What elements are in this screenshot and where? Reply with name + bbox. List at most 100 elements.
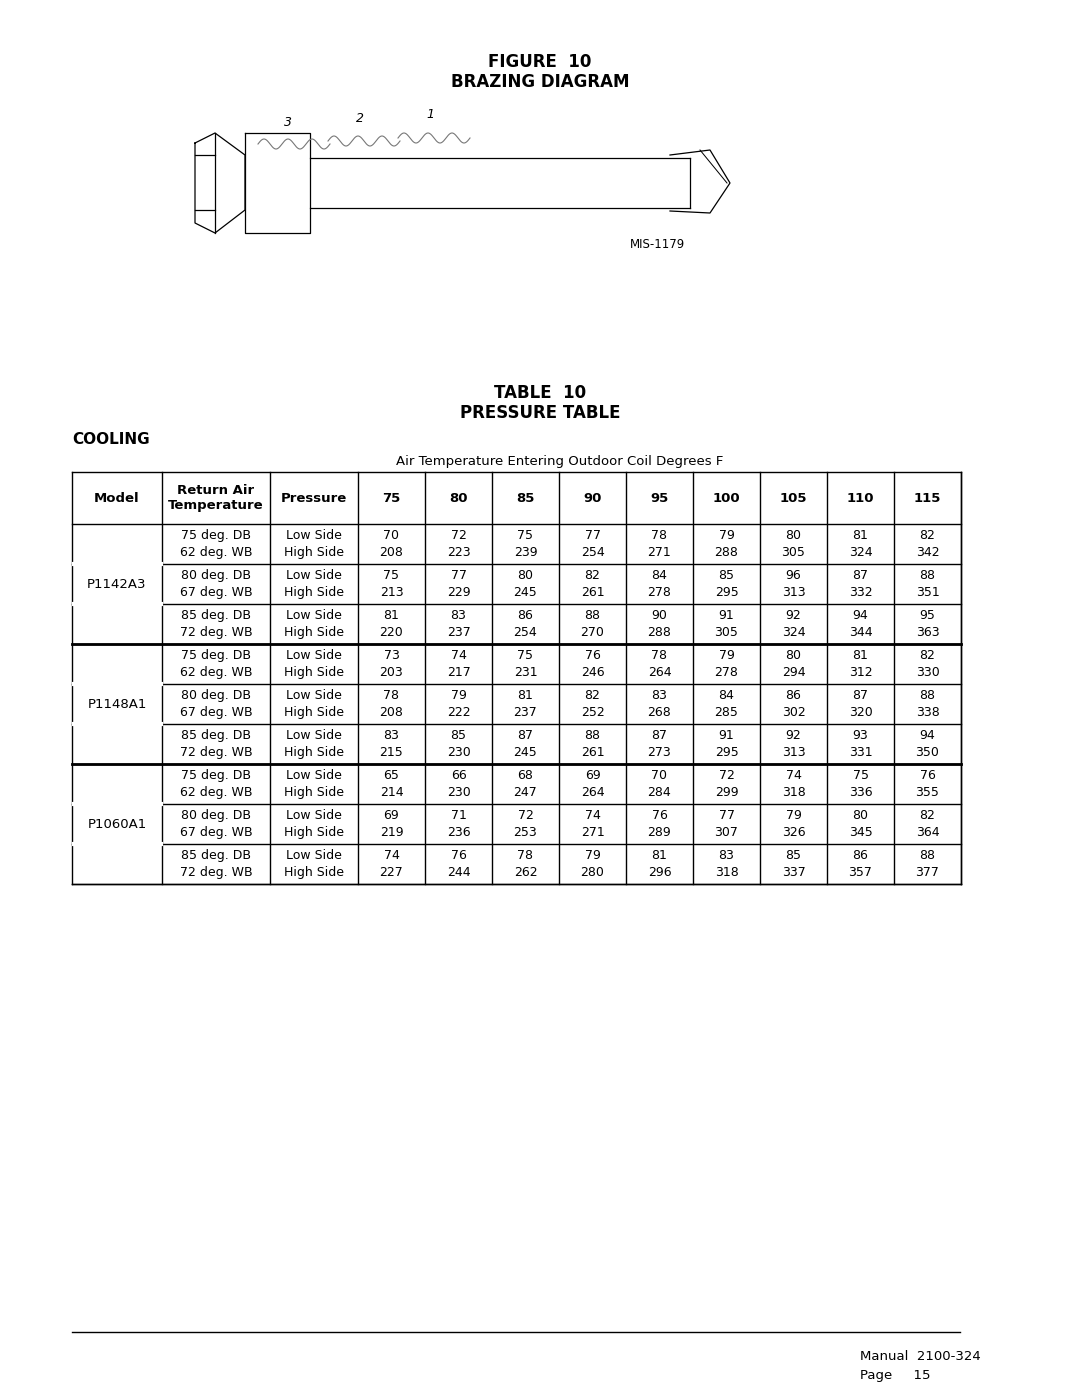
- Text: P1060A1: P1060A1: [87, 817, 147, 830]
- Text: 75
231: 75 231: [514, 650, 538, 679]
- Text: 81
220: 81 220: [380, 609, 403, 638]
- Text: 88
351: 88 351: [916, 569, 940, 599]
- Text: 2: 2: [356, 112, 364, 124]
- Text: 75 deg. DB
62 deg. WB: 75 deg. DB 62 deg. WB: [179, 768, 253, 799]
- Text: 83
215: 83 215: [380, 729, 403, 759]
- Text: 82
330: 82 330: [916, 650, 940, 679]
- Text: 90
288: 90 288: [648, 609, 672, 638]
- Text: 72
299: 72 299: [715, 768, 739, 799]
- Text: 75
336: 75 336: [849, 768, 873, 799]
- Text: Low Side
High Side: Low Side High Side: [284, 768, 345, 799]
- Text: 80 deg. DB
67 deg. WB: 80 deg. DB 67 deg. WB: [179, 569, 253, 599]
- Text: 88
377: 88 377: [916, 849, 940, 879]
- Text: COOLING: COOLING: [72, 433, 150, 447]
- Text: 66
230: 66 230: [447, 768, 471, 799]
- Text: 68
247: 68 247: [514, 768, 538, 799]
- Text: 87
273: 87 273: [648, 729, 672, 759]
- Text: 95
363: 95 363: [916, 609, 940, 638]
- Text: 78
262: 78 262: [514, 849, 538, 879]
- Text: 92
324: 92 324: [782, 609, 806, 638]
- Text: 110: 110: [847, 492, 874, 504]
- Text: 77
229: 77 229: [447, 569, 470, 599]
- Text: 86
302: 86 302: [782, 689, 806, 719]
- Text: 75
239: 75 239: [514, 529, 538, 559]
- Text: 74
217: 74 217: [447, 650, 471, 679]
- Text: 76
244: 76 244: [447, 849, 470, 879]
- Text: 85 deg. DB
72 deg. WB: 85 deg. DB 72 deg. WB: [179, 729, 253, 759]
- Text: 76
289: 76 289: [648, 809, 672, 840]
- Text: 78
271: 78 271: [648, 529, 672, 559]
- Text: 83
237: 83 237: [447, 609, 471, 638]
- Text: Low Side
High Side: Low Side High Side: [284, 809, 345, 840]
- Text: Pressure: Pressure: [281, 492, 347, 504]
- Text: 69
264: 69 264: [581, 768, 605, 799]
- Text: 85
295: 85 295: [715, 569, 739, 599]
- Text: 79
326: 79 326: [782, 809, 806, 840]
- Text: 115: 115: [914, 492, 941, 504]
- Text: 95: 95: [650, 492, 669, 504]
- Text: BRAZING DIAGRAM: BRAZING DIAGRAM: [450, 73, 630, 91]
- Text: 85 deg. DB
72 deg. WB: 85 deg. DB 72 deg. WB: [179, 849, 253, 879]
- Text: 75 deg. DB
62 deg. WB: 75 deg. DB 62 deg. WB: [179, 650, 253, 679]
- Text: 105: 105: [780, 492, 807, 504]
- Text: 75 deg. DB
62 deg. WB: 75 deg. DB 62 deg. WB: [179, 529, 253, 559]
- Text: P1142A3: P1142A3: [87, 577, 147, 591]
- Text: 65
214: 65 214: [380, 768, 403, 799]
- Text: 87
320: 87 320: [849, 689, 873, 719]
- Text: 80
294: 80 294: [782, 650, 806, 679]
- Text: 75
213: 75 213: [380, 569, 403, 599]
- Text: Low Side
High Side: Low Side High Side: [284, 650, 345, 679]
- Text: 78
264: 78 264: [648, 650, 672, 679]
- Text: 74
271: 74 271: [581, 809, 605, 840]
- Text: 75: 75: [382, 492, 401, 504]
- Text: 85: 85: [516, 492, 535, 504]
- Text: 76
355: 76 355: [916, 768, 940, 799]
- Text: 80
245: 80 245: [514, 569, 538, 599]
- Text: FIGURE  10: FIGURE 10: [488, 53, 592, 71]
- Text: 72
223: 72 223: [447, 529, 470, 559]
- Text: 80
345: 80 345: [849, 809, 873, 840]
- Text: 82
342: 82 342: [916, 529, 940, 559]
- Text: 91
305: 91 305: [715, 609, 739, 638]
- Text: Air Temperature Entering Outdoor Coil Degrees F: Air Temperature Entering Outdoor Coil De…: [396, 455, 724, 468]
- Text: 88
270: 88 270: [581, 609, 605, 638]
- Text: 96
313: 96 313: [782, 569, 806, 599]
- Text: 88
338: 88 338: [916, 689, 940, 719]
- Text: Low Side
High Side: Low Side High Side: [284, 529, 345, 559]
- Text: 70
284: 70 284: [648, 768, 672, 799]
- Text: 86
357: 86 357: [849, 849, 873, 879]
- Text: 80: 80: [449, 492, 468, 504]
- Text: 80 deg. DB
67 deg. WB: 80 deg. DB 67 deg. WB: [179, 689, 253, 719]
- Text: 87
332: 87 332: [849, 569, 873, 599]
- Text: 100: 100: [713, 492, 740, 504]
- Text: 81
237: 81 237: [514, 689, 538, 719]
- Text: Low Side
High Side: Low Side High Side: [284, 729, 345, 759]
- Text: 82
261: 82 261: [581, 569, 605, 599]
- Text: Low Side
High Side: Low Side High Side: [284, 609, 345, 638]
- Text: 77
307: 77 307: [715, 809, 739, 840]
- Text: 74
318: 74 318: [782, 768, 806, 799]
- Text: 74
227: 74 227: [380, 849, 403, 879]
- Text: Model: Model: [94, 492, 139, 504]
- Text: MIS-1179: MIS-1179: [630, 237, 685, 250]
- Text: 81
312: 81 312: [849, 650, 873, 679]
- Text: 82
364: 82 364: [916, 809, 940, 840]
- Text: 92
313: 92 313: [782, 729, 806, 759]
- Text: TABLE  10: TABLE 10: [494, 384, 586, 402]
- Text: 73
203: 73 203: [380, 650, 403, 679]
- Text: 94
344: 94 344: [849, 609, 873, 638]
- Text: 85 deg. DB
72 deg. WB: 85 deg. DB 72 deg. WB: [179, 609, 253, 638]
- Text: 79
288: 79 288: [715, 529, 739, 559]
- Text: 80
305: 80 305: [782, 529, 806, 559]
- Text: 1: 1: [426, 108, 434, 120]
- Text: 85
230: 85 230: [447, 729, 471, 759]
- Text: 70
208: 70 208: [379, 529, 404, 559]
- Text: 91
295: 91 295: [715, 729, 739, 759]
- Text: 85
337: 85 337: [782, 849, 806, 879]
- Text: 82
252: 82 252: [581, 689, 605, 719]
- Text: PRESSURE TABLE: PRESSURE TABLE: [460, 404, 620, 422]
- Text: 80 deg. DB
67 deg. WB: 80 deg. DB 67 deg. WB: [179, 809, 253, 840]
- Text: 81
324: 81 324: [849, 529, 873, 559]
- Text: 83
268: 83 268: [648, 689, 672, 719]
- Text: 72
253: 72 253: [514, 809, 538, 840]
